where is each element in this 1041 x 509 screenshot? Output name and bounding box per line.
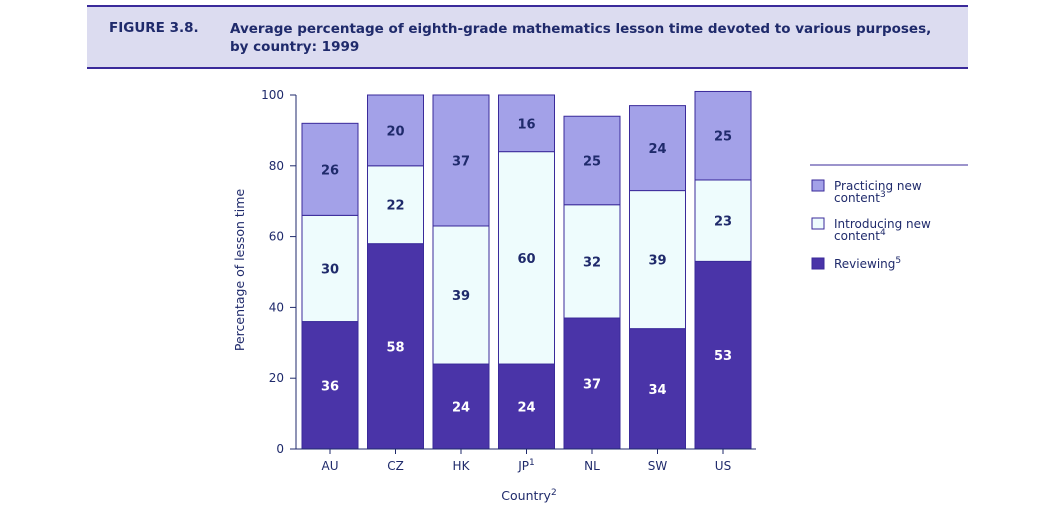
x-tick-label: US — [715, 459, 731, 473]
bar-segment-reviewing — [694, 260, 752, 450]
x-tick-label: NL — [584, 459, 600, 473]
legend-label-practicing: Practicing new — [834, 179, 922, 193]
bar-segment-introducing — [301, 214, 359, 323]
legend-footnote: 3 — [880, 190, 886, 200]
x-tick-label: HK — [453, 459, 471, 473]
x-axis-title: Country2 — [501, 488, 556, 503]
x-tick-label: JP1 — [517, 458, 535, 473]
legend-swatch-practicing — [811, 179, 825, 192]
bar-value-label: 37 — [452, 154, 470, 169]
figure-label: FIGURE 3.8. — [109, 20, 199, 36]
bar-value-label: 34 — [648, 383, 666, 398]
bar-value-label: 25 — [714, 130, 732, 145]
legend-swatch-introducing — [811, 217, 825, 230]
bar-value-label: 22 — [386, 199, 404, 214]
bar-segment-reviewing — [498, 363, 555, 450]
bar-segment-practicing — [563, 115, 621, 206]
y-tick-label: 40 — [269, 300, 284, 314]
bar-segment-practicing — [629, 105, 686, 192]
bar-value-label: 39 — [452, 289, 470, 304]
y-tick-label: 80 — [269, 159, 284, 173]
bar-value-label: 30 — [321, 262, 339, 277]
legend-footnote: 4 — [880, 228, 886, 238]
x-tick-label: SW — [648, 459, 668, 473]
y-tick-label: 20 — [269, 371, 284, 385]
bar-segment-introducing — [629, 190, 686, 330]
bar-value-label: 60 — [517, 252, 535, 267]
bar-segment-practicing — [367, 94, 424, 167]
bar-segment-practicing — [694, 90, 752, 181]
bar-segment-practicing — [301, 122, 359, 216]
legend-label-introducing: Introducing new — [834, 217, 931, 231]
bar-segment-reviewing — [629, 328, 686, 450]
bar-value-label: 32 — [583, 255, 601, 270]
bar-value-label: 36 — [321, 379, 339, 394]
bar-value-label: 26 — [321, 163, 339, 178]
legend-footnote: 5 — [895, 256, 901, 266]
bar-value-label: 37 — [583, 378, 601, 393]
x-tick-label: AU — [322, 459, 339, 473]
bar-value-label: 58 — [386, 340, 404, 355]
legend-label-introducing-line2: content4 — [834, 228, 886, 243]
legend-label-reviewing: Reviewing5 — [834, 256, 901, 271]
bar-segment-practicing — [498, 94, 555, 153]
bar-value-label: 24 — [517, 401, 535, 416]
bar-value-label: 16 — [517, 117, 535, 132]
figure-title: Average percentage of eighth-grade mathe… — [230, 21, 932, 55]
legend-swatch-reviewing — [811, 257, 825, 270]
y-tick-label: 100 — [261, 88, 284, 102]
bar-value-label: 25 — [583, 154, 601, 169]
bar-segment-introducing — [563, 204, 621, 319]
bar-value-label: 20 — [386, 124, 404, 139]
legend-label-practicing-line2: content3 — [834, 190, 886, 205]
bar-segment-practicing — [432, 94, 490, 227]
bar-value-label: 24 — [648, 142, 666, 157]
bar-value-label: 24 — [452, 401, 470, 416]
figure-header: FIGURE 3.8. Average percentage of eighth… — [87, 5, 968, 69]
y-tick-label: 60 — [269, 230, 284, 244]
x-tick-label: CZ — [387, 459, 404, 473]
y-axis-title: Percentage of lesson time — [232, 189, 247, 352]
bar-value-label: 23 — [714, 215, 732, 230]
y-tick-label: 0 — [276, 442, 284, 456]
x-tick-footnote: 1 — [529, 458, 535, 468]
x-axis-title-footnote: 2 — [551, 488, 557, 498]
bar-segment-reviewing — [367, 243, 424, 450]
bar-segment-introducing — [432, 225, 490, 365]
bar-segment-introducing — [367, 165, 424, 245]
bar-segment-reviewing — [563, 317, 621, 450]
bar-value-label: 39 — [648, 254, 666, 269]
bar-value-label: 53 — [714, 349, 732, 364]
bar-segment-introducing — [498, 151, 555, 365]
